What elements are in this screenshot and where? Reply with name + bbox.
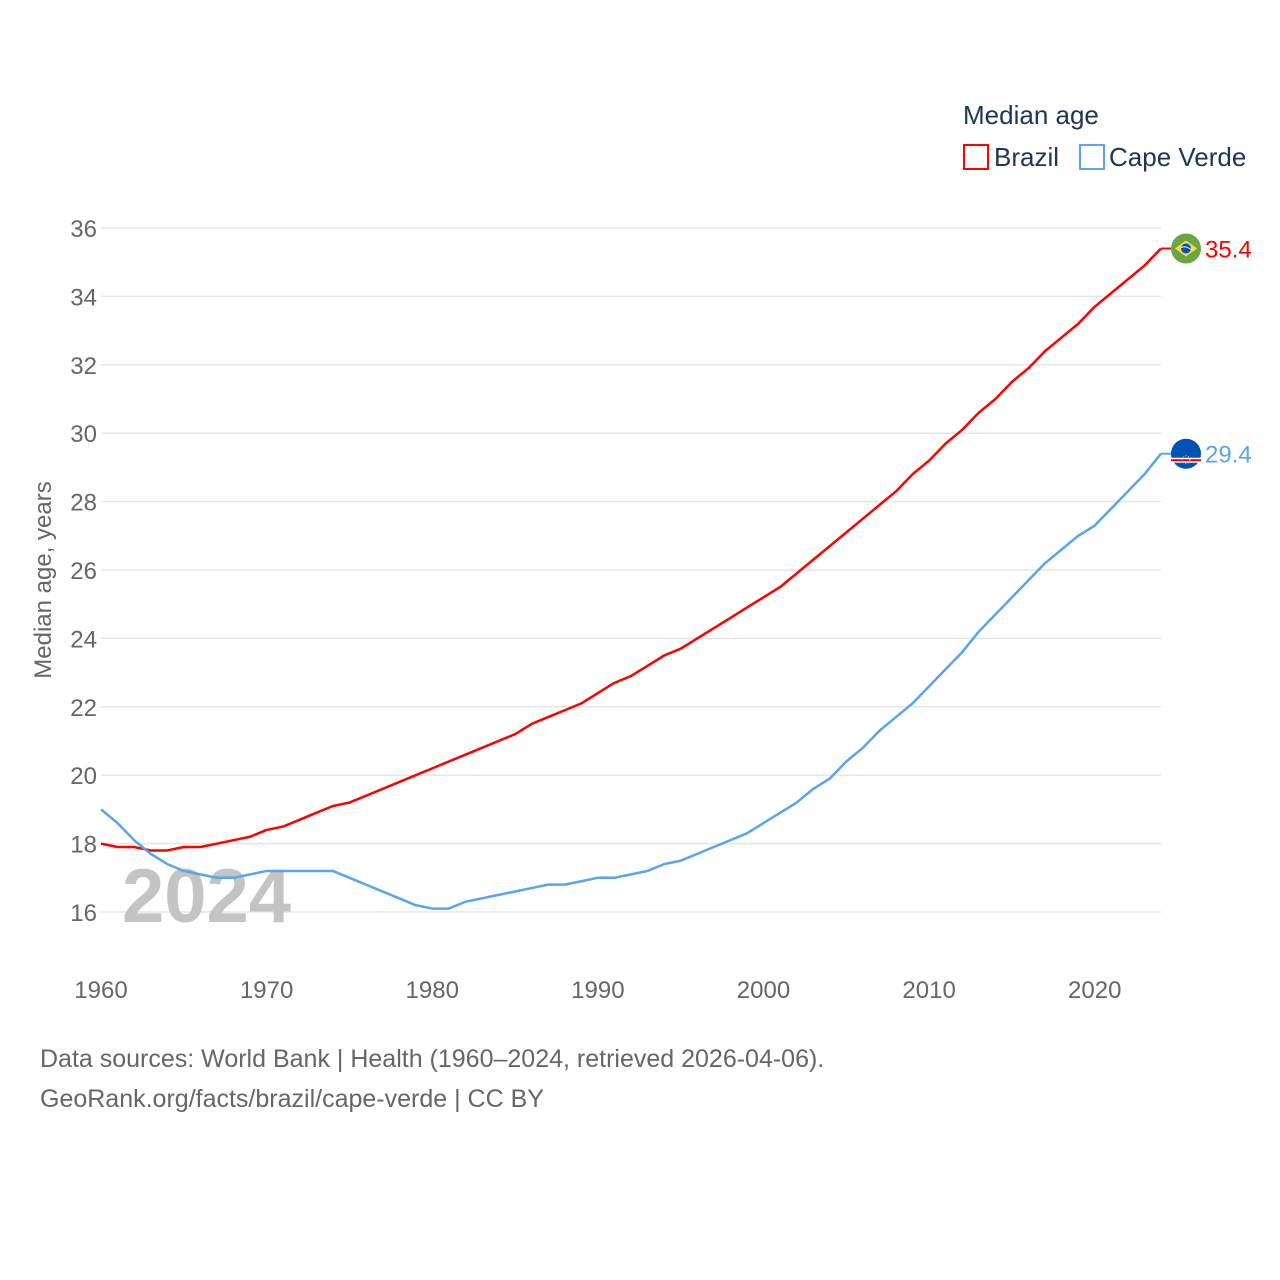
grid [101,227,1161,913]
x-tick-label: 2010 [902,977,955,1004]
y-tick-label: 26 [70,558,97,585]
y-tick-label: 34 [70,284,97,311]
x-tick-label: 1990 [571,977,624,1004]
legend-swatch-brazil [963,144,989,170]
series-end-labels: 35.4 29.4 [1161,233,1252,469]
y-tick-label: 22 [70,695,97,722]
y-axis-label: Median age, years [30,481,57,678]
legend: Median age Brazil Cape Verde [963,100,1246,172]
y-tick-label: 36 [70,216,97,243]
y-tick-label: 18 [70,832,97,859]
y-tick-label: 24 [70,626,97,653]
x-tick-label: 1980 [406,977,459,1004]
y-tick-label: 32 [70,353,97,380]
legend-swatch-cape-verde [1079,144,1105,170]
watermark-year: 2024 [122,854,291,939]
y-tick-label: 28 [70,490,97,517]
series-line-brazil [100,247,1162,852]
y-axis-ticks: 16 18 20 22 24 26 28 30 32 34 36 [70,216,97,927]
legend-label-cape-verde: Cape Verde [1109,142,1246,172]
brazil-flag-icon [1171,233,1201,264]
x-tick-label: 1960 [74,977,127,1004]
legend-label-brazil: Brazil [994,142,1059,172]
x-axis-ticks: 1960 1970 1980 1990 2000 2010 2020 [74,977,1121,1004]
x-tick-label: 1970 [240,977,293,1004]
legend-item-cape-verde[interactable]: Cape Verde [1079,142,1246,172]
x-tick-label: 2000 [737,977,790,1004]
data-source-note: Data sources: World Bank | Health (1960–… [40,1045,825,1073]
legend-item-brazil[interactable]: Brazil [963,142,1059,172]
end-value-label: 35.4 [1205,237,1252,264]
legend-title: Median age [963,100,1099,130]
y-tick-label: 30 [70,421,97,448]
x-tick-label: 2020 [1068,977,1121,1004]
y-tick-label: 20 [70,763,97,790]
cape-verde-flag-icon [1171,438,1201,469]
attribution-link[interactable]: GeoRank.org/facts/brazil/cape-verde | CC… [40,1085,544,1113]
end-value-label: 29.4 [1205,442,1252,469]
y-tick-label: 16 [70,900,97,927]
series-lines [100,247,1162,910]
series-line-cape-verde [100,452,1162,910]
